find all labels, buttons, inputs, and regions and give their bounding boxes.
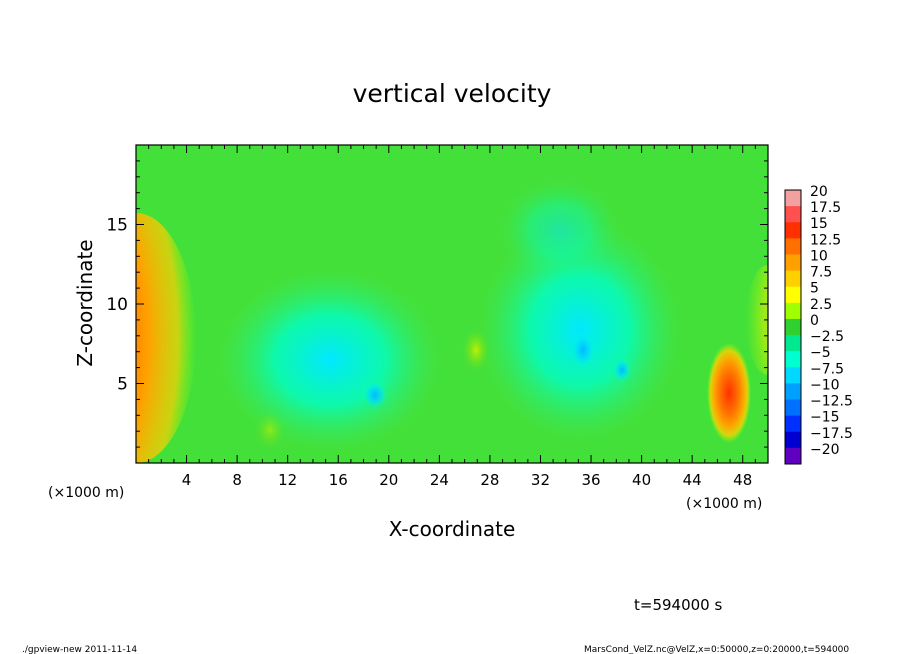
x-tick-label: 48 <box>733 471 752 489</box>
colorbar-swatch <box>785 190 801 207</box>
colorbar-swatch <box>785 254 801 272</box>
downdraft-core-1 <box>363 381 387 409</box>
colorbar-label: 7.5 <box>810 265 832 281</box>
colorbar-label: 20 <box>810 184 828 200</box>
downdraft-core-3 <box>613 358 631 382</box>
colorbar-label: 17.5 <box>810 200 841 216</box>
colorbar-swatch <box>785 351 801 368</box>
x-tick-label: 28 <box>480 471 499 489</box>
colorbar-label: −10 <box>810 377 840 393</box>
x-tick-label: 24 <box>430 471 449 489</box>
colorbar-swatch <box>785 415 801 433</box>
x-tick-label: 40 <box>632 471 651 489</box>
colorbar-label: −15 <box>810 410 840 426</box>
y-tick-label: 5 <box>117 375 128 395</box>
colorbar-swatch <box>785 238 801 255</box>
colorbar-label: −5 <box>810 345 831 361</box>
colorbar-swatch <box>785 399 801 417</box>
x-tick-label: 4 <box>182 471 192 489</box>
x-tick-label: 44 <box>683 471 702 489</box>
x-tick-label: 32 <box>531 471 550 489</box>
colorbar-swatch <box>785 222 801 239</box>
downdraft-core-2 <box>571 332 595 368</box>
colorbar-swatch <box>785 383 801 401</box>
cyan-band-left <box>220 270 440 450</box>
weak-updraft-2 <box>254 410 286 450</box>
colorbar-swatch <box>785 302 801 320</box>
colorbar-swatch <box>785 431 801 449</box>
colorbar-label: −2.5 <box>810 329 844 345</box>
colorbar: 2017.51512.5107.552.50−2.5−5−7.5−10−12.5… <box>785 184 853 465</box>
y-tick-label: 10 <box>106 295 128 315</box>
colorbar-label: −17.5 <box>810 426 853 442</box>
time-label: t=594000 s <box>634 596 722 614</box>
colorbar-label: 10 <box>810 248 828 264</box>
colorbar-label: −12.5 <box>810 394 853 410</box>
colorbar-label: 5 <box>810 281 819 297</box>
colorbar-swatch <box>785 447 801 465</box>
x-tick-label: 8 <box>232 471 242 489</box>
colorbar-swatch <box>785 367 801 384</box>
x-tick-label: 36 <box>581 471 600 489</box>
y-axis-label: Z-coordinate <box>73 239 97 366</box>
updraft-right-edge <box>746 265 768 375</box>
x-tick-label: 20 <box>379 471 398 489</box>
colorbar-label: −7.5 <box>810 361 844 377</box>
colorbar-label: 12.5 <box>810 232 841 248</box>
colorbar-swatch <box>785 335 801 352</box>
x-axis-label: X-coordinate <box>389 517 516 541</box>
colorbar-label: 0 <box>810 313 819 329</box>
colorbar-frame <box>784 189 802 465</box>
colorbar-swatch <box>785 206 801 223</box>
footer-right: MarsCond_VelZ.nc@VelZ,x=0:50000,z=0:2000… <box>584 645 849 654</box>
updraft-left <box>136 213 196 463</box>
colorbar-label: 15 <box>810 216 828 232</box>
cyan-band-right <box>480 220 680 440</box>
x-tick-label: 16 <box>329 471 348 489</box>
x-axis-ticks: 4 8 12 16 20 24 28 32 36 40 44 48 <box>148 145 756 489</box>
updraft-right <box>707 343 751 443</box>
colorbar-label: 2.5 <box>810 297 832 313</box>
weak-updraft-1 <box>462 328 490 372</box>
colorbar-swatch <box>785 318 801 336</box>
cyan-band-top <box>500 180 620 280</box>
x-axis-unit-left: (×1000 m) <box>48 485 124 501</box>
x-axis-unit-right: (×1000 m) <box>686 496 762 512</box>
y-axis-ticks: 5 10 15 <box>106 160 768 448</box>
colorbar-swatch <box>785 270 801 288</box>
colorbar-label: −20 <box>810 442 840 458</box>
heatmap-field <box>136 145 768 463</box>
chart-title: vertical velocity <box>353 79 552 108</box>
y-tick-label: 15 <box>106 216 128 236</box>
colorbar-swatch <box>785 286 801 304</box>
footer-left: ./gpview-new 2011-11-14 <box>22 645 137 654</box>
x-tick-label: 12 <box>278 471 297 489</box>
